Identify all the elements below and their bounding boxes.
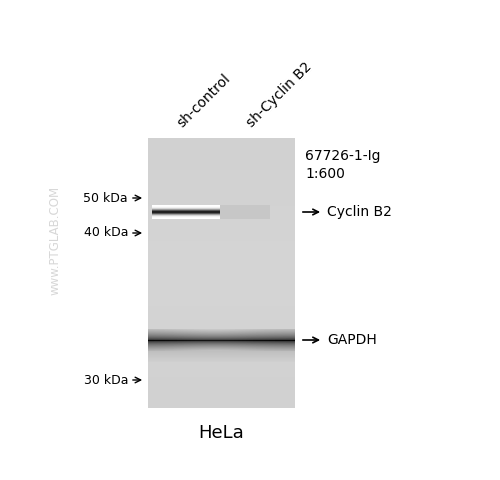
Text: 1:600: 1:600 [305,167,345,181]
Text: 40 kDa: 40 kDa [84,227,128,240]
Text: 30 kDa: 30 kDa [84,373,128,386]
Text: Cyclin B2: Cyclin B2 [327,205,392,219]
Text: sh-Cyclin B2: sh-Cyclin B2 [244,60,314,130]
Text: sh-control: sh-control [175,72,234,130]
Text: www.PTGLAB.COM: www.PTGLAB.COM [48,185,62,295]
Text: GAPDH: GAPDH [327,333,377,347]
Text: 67726-1-Ig: 67726-1-Ig [305,149,380,163]
Text: HeLa: HeLa [198,424,244,442]
Text: 50 kDa: 50 kDa [84,192,128,204]
